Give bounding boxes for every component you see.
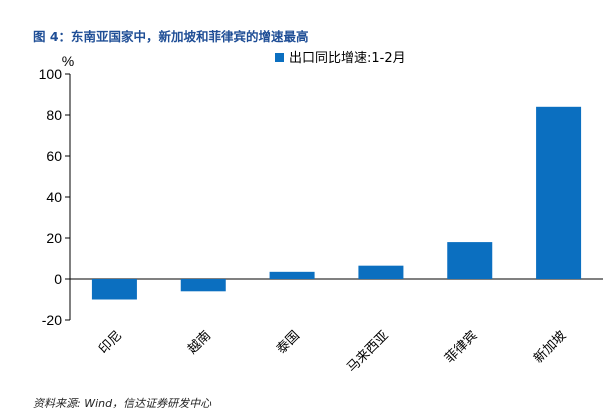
bar-2 [180,279,226,292]
y-tick-label: 40 [46,189,62,205]
y-tick-label: -20 [42,312,62,328]
y-tick-label: 60 [46,148,62,164]
legend-label: 出口同比增速:1-2月 [289,51,406,66]
x-category-label: 印尼 [96,328,125,357]
bar-3 [269,271,315,279]
bar-4 [358,265,404,279]
source-note: 资料来源: Wind，信达证券研发中心 [33,397,212,410]
figure-title: 图 4：东南亚国家中，新加坡和菲律宾的增速最高 [33,29,309,44]
bar-6 [536,106,582,279]
legend-swatch [275,53,284,62]
y-tick-label: 20 [46,230,62,246]
x-category-label: 马来西亚 [344,328,391,375]
x-category-label: 越南 [184,328,214,358]
x-category-label: 菲律宾 [442,328,481,367]
bar-5 [447,242,493,279]
y-tick-label: 100 [39,66,63,82]
x-category-label: 泰国 [274,328,303,357]
y-tick-label: 0 [54,271,62,287]
y-tick-label: 80 [46,107,62,123]
y-axis-unit: % [62,53,74,69]
x-category-label: 新加坡 [531,328,570,367]
bar-1 [91,279,137,300]
